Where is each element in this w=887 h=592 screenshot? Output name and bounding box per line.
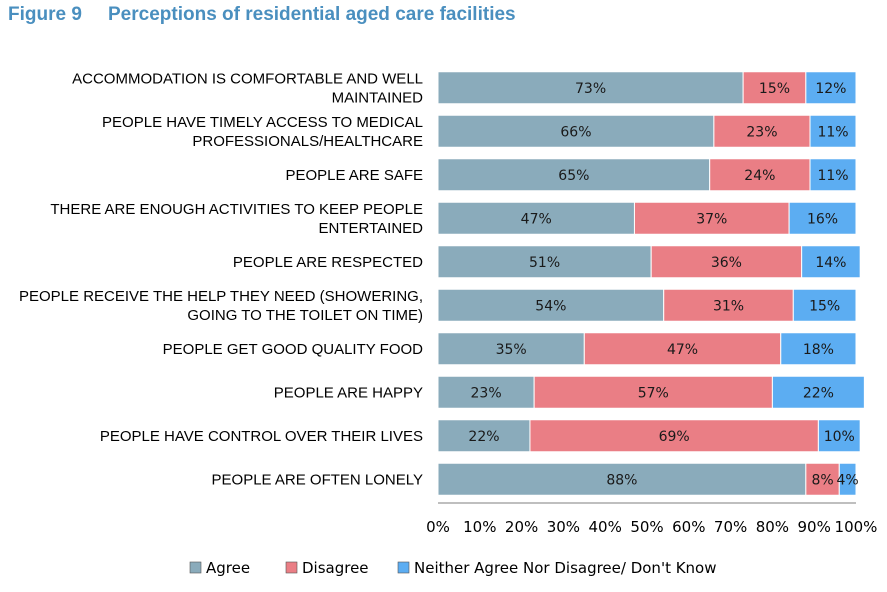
data-label: 47% [667, 342, 698, 358]
figure-title: Figure 9 Perceptions of residential aged … [8, 4, 516, 26]
bar-segment [709, 158, 811, 192]
figure-title-text: Perceptions of residential aged care fac… [108, 4, 516, 25]
bar-segment [437, 245, 652, 279]
bar-segment [529, 419, 819, 453]
data-label: 16% [807, 211, 838, 227]
bar-segment [801, 245, 861, 279]
x-tick-label: 20% [505, 518, 538, 536]
legend-swatch [397, 561, 410, 574]
bar-segment [437, 158, 711, 192]
bar-segment [805, 71, 857, 105]
bar-segment [788, 201, 857, 235]
data-label: 65% [558, 168, 589, 184]
data-label: 23% [471, 385, 502, 401]
data-label: 37% [696, 211, 727, 227]
legend-swatch [285, 561, 298, 574]
legend-swatch [189, 561, 202, 574]
data-label: 4% [837, 472, 859, 488]
bar-segment [792, 288, 857, 322]
data-label: 12% [815, 81, 846, 97]
data-label: 23% [746, 124, 777, 140]
bar-segment [437, 375, 535, 409]
x-tick-label: 50% [630, 518, 663, 536]
data-label: 11% [817, 168, 848, 184]
bar-segment [583, 332, 782, 366]
data-label: 54% [535, 298, 566, 314]
figure-number: Figure 9 [8, 4, 82, 25]
data-label: 10% [824, 429, 855, 445]
data-label: 18% [803, 342, 834, 358]
category-label: PEOPLE RECEIVE THE HELP THEY NEED (SHOWE… [19, 288, 423, 305]
data-label: 15% [809, 298, 840, 314]
data-label: 24% [744, 168, 775, 184]
data-label: 31% [713, 298, 744, 314]
data-label: 22% [468, 429, 499, 445]
category-label: ACCOMMODATION IS COMFORTABLE AND WELL [72, 70, 423, 87]
data-label: 47% [521, 211, 552, 227]
bar-segment [437, 71, 744, 105]
bar-segment [809, 158, 857, 192]
category-label: GOING TO THE TOILET ON TIME) [187, 307, 423, 324]
bar-segment [805, 462, 840, 496]
x-tick-label: 100% [835, 518, 878, 536]
bar-segment [780, 332, 857, 366]
x-tick-label: 10% [463, 518, 496, 536]
category-label: PEOPLE ARE RESPECTED [233, 254, 423, 271]
category-label: PEOPLE ARE OFTEN LONELY [212, 471, 423, 488]
data-label: 15% [759, 81, 790, 97]
x-tick-label: 30% [547, 518, 580, 536]
data-label: 57% [638, 385, 669, 401]
category-label: THERE ARE ENOUGH ACTIVITIES TO KEEP PEOP… [50, 201, 423, 218]
data-label: 14% [815, 255, 846, 271]
bar-segment [633, 201, 790, 235]
category-label: PEOPLE GET GOOD QUALITY FOOD [163, 341, 424, 358]
bar-segment [437, 114, 715, 148]
data-label: 11% [817, 124, 848, 140]
data-label: 69% [659, 429, 690, 445]
bar-segment [663, 288, 794, 322]
category-label: PROFESSIONALS/HEALTHCARE [192, 133, 423, 150]
data-label: 66% [560, 124, 591, 140]
category-label: PEOPLE HAVE CONTROL OVER THEIR LIVES [100, 428, 423, 445]
bar-segment [533, 375, 773, 409]
bar-segment [437, 462, 807, 496]
bar-segment [809, 114, 857, 148]
data-label: 35% [496, 342, 527, 358]
x-tick-label: 60% [672, 518, 705, 536]
x-tick-label: 40% [589, 518, 622, 536]
legend-label: Neither Agree Nor Disagree/ Don't Know [414, 559, 717, 577]
category-label: ENTERTAINED [319, 220, 424, 237]
category-label: PEOPLE ARE SAFE [285, 167, 423, 184]
data-label: 88% [606, 472, 637, 488]
data-label: 22% [803, 385, 834, 401]
x-tick-label: 90% [798, 518, 831, 536]
x-tick-label: 70% [714, 518, 747, 536]
bar-segment [437, 288, 665, 322]
x-tick-label: 0% [426, 518, 450, 536]
bar-segment [838, 462, 857, 496]
bar-segment [771, 375, 865, 409]
legend-label: Agree [206, 559, 250, 577]
data-label: 51% [529, 255, 560, 271]
data-label: 73% [575, 81, 606, 97]
bar-segment [650, 245, 803, 279]
category-label: PEOPLE HAVE TIMELY ACCESS TO MEDICAL [102, 114, 423, 131]
category-label: MAINTAINED [332, 89, 424, 106]
bar-segment [437, 332, 585, 366]
x-tick-label: 80% [756, 518, 789, 536]
bar-segment [817, 419, 861, 453]
bar-segment [713, 114, 811, 148]
data-label: 36% [711, 255, 742, 271]
legend-label: Disagree [302, 559, 369, 577]
category-label: PEOPLE ARE HAPPY [274, 384, 423, 401]
data-label: 8% [811, 472, 833, 488]
